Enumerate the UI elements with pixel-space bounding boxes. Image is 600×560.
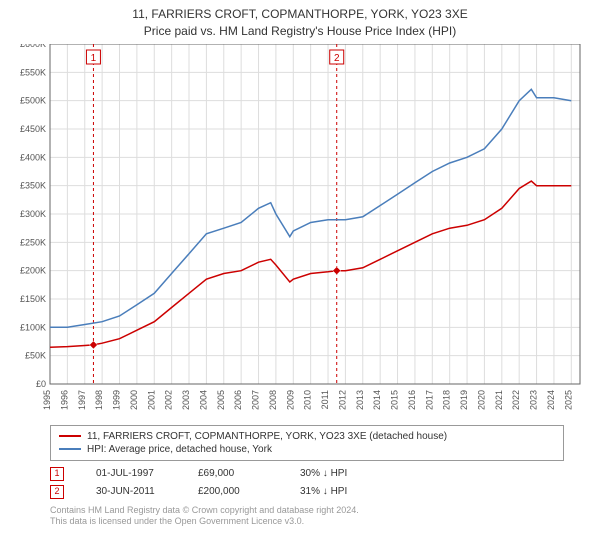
footer-line1: Contains HM Land Registry data © Crown c…: [50, 505, 564, 517]
svg-text:2016: 2016: [407, 390, 417, 410]
svg-text:2001: 2001: [146, 390, 156, 410]
svg-text:2021: 2021: [494, 390, 504, 410]
svg-text:2: 2: [334, 53, 340, 64]
svg-text:£50K: £50K: [25, 350, 46, 360]
legend-label: HPI: Average price, detached house, York: [87, 444, 272, 455]
svg-text:£450K: £450K: [20, 124, 46, 134]
marker-number-box: 2: [50, 485, 64, 499]
legend-row: HPI: Average price, detached house, York: [59, 443, 555, 456]
svg-text:1995: 1995: [42, 390, 52, 410]
svg-text:2018: 2018: [442, 390, 452, 410]
svg-text:2022: 2022: [511, 390, 521, 410]
marker-row: 2 30-JUN-2011 £200,000 31% ↓ HPI: [50, 483, 564, 501]
svg-text:2005: 2005: [216, 390, 226, 410]
legend-row: 11, FARRIERS CROFT, COPMANTHORPE, YORK, …: [59, 430, 555, 443]
legend-box: 11, FARRIERS CROFT, COPMANTHORPE, YORK, …: [50, 425, 564, 461]
svg-text:2014: 2014: [372, 390, 382, 410]
chart-svg: £0 £50K £100K £150K £200K £250K £300K £350K £400…: [8, 44, 592, 414]
marker-row: 1 01-JUL-1997 £69,000 30% ↓ HPI: [50, 465, 564, 483]
svg-text:2017: 2017: [424, 390, 434, 410]
svg-text:1996: 1996: [59, 390, 69, 410]
svg-text:£350K: £350K: [20, 180, 46, 190]
marker-number-box: 1: [50, 467, 64, 481]
legend-swatch: [59, 435, 81, 437]
marker-date: 01-JUL-1997: [96, 468, 166, 479]
marker-pct: 31% ↓ HPI: [300, 486, 370, 497]
svg-text:2009: 2009: [285, 390, 295, 410]
svg-text:2007: 2007: [251, 390, 261, 410]
svg-text:£250K: £250K: [20, 237, 46, 247]
svg-text:£0: £0: [36, 379, 46, 389]
svg-text:£200K: £200K: [20, 265, 46, 275]
svg-text:2006: 2006: [233, 390, 243, 410]
svg-text:2011: 2011: [320, 390, 330, 409]
svg-text:£500K: £500K: [20, 95, 46, 105]
svg-text:2008: 2008: [268, 390, 278, 410]
svg-text:2010: 2010: [303, 390, 313, 410]
svg-text:2015: 2015: [390, 390, 400, 410]
chart-plot-area: £0 £50K £100K £150K £200K £250K £300K £350K £400…: [8, 44, 592, 419]
svg-text:1: 1: [91, 53, 97, 64]
svg-text:1997: 1997: [77, 390, 87, 410]
title-line1: 11, FARRIERS CROFT, COPMANTHORPE, YORK, …: [8, 6, 592, 23]
svg-text:2003: 2003: [181, 390, 191, 410]
svg-text:2020: 2020: [476, 390, 486, 410]
svg-text:£300K: £300K: [20, 209, 46, 219]
title-line2: Price paid vs. HM Land Registry's House …: [8, 23, 592, 40]
svg-text:2012: 2012: [337, 390, 347, 410]
svg-text:£150K: £150K: [20, 294, 46, 304]
footer-text: Contains HM Land Registry data © Crown c…: [50, 505, 564, 528]
legend-label: 11, FARRIERS CROFT, COPMANTHORPE, YORK, …: [87, 431, 447, 442]
svg-text:£600K: £600K: [20, 44, 46, 49]
marker-price: £69,000: [198, 468, 268, 479]
chart-container: 11, FARRIERS CROFT, COPMANTHORPE, YORK, …: [0, 0, 600, 560]
svg-text:2004: 2004: [198, 390, 208, 410]
svg-text:2025: 2025: [563, 390, 573, 410]
marker-pct: 30% ↓ HPI: [300, 468, 370, 479]
svg-text:2023: 2023: [529, 390, 539, 410]
marker-date: 30-JUN-2011: [96, 486, 166, 497]
svg-text:1999: 1999: [112, 390, 122, 410]
svg-text:£400K: £400K: [20, 152, 46, 162]
svg-text:2019: 2019: [459, 390, 469, 410]
marker-table: 1 01-JUL-1997 £69,000 30% ↓ HPI 2 30-JUN-2011…: [50, 465, 564, 501]
svg-text:2002: 2002: [164, 390, 174, 410]
svg-text:2013: 2013: [355, 390, 365, 410]
svg-text:£100K: £100K: [20, 322, 46, 332]
svg-text:1998: 1998: [94, 390, 104, 410]
svg-text:2024: 2024: [546, 390, 556, 410]
chart-title: 11, FARRIERS CROFT, COPMANTHORPE, YORK, …: [8, 6, 592, 40]
legend-swatch: [59, 448, 81, 450]
marker-price: £200,000: [198, 486, 268, 497]
footer-line2: This data is licensed under the Open Gov…: [50, 516, 564, 528]
svg-text:2000: 2000: [129, 390, 139, 410]
svg-text:£550K: £550K: [20, 67, 46, 77]
